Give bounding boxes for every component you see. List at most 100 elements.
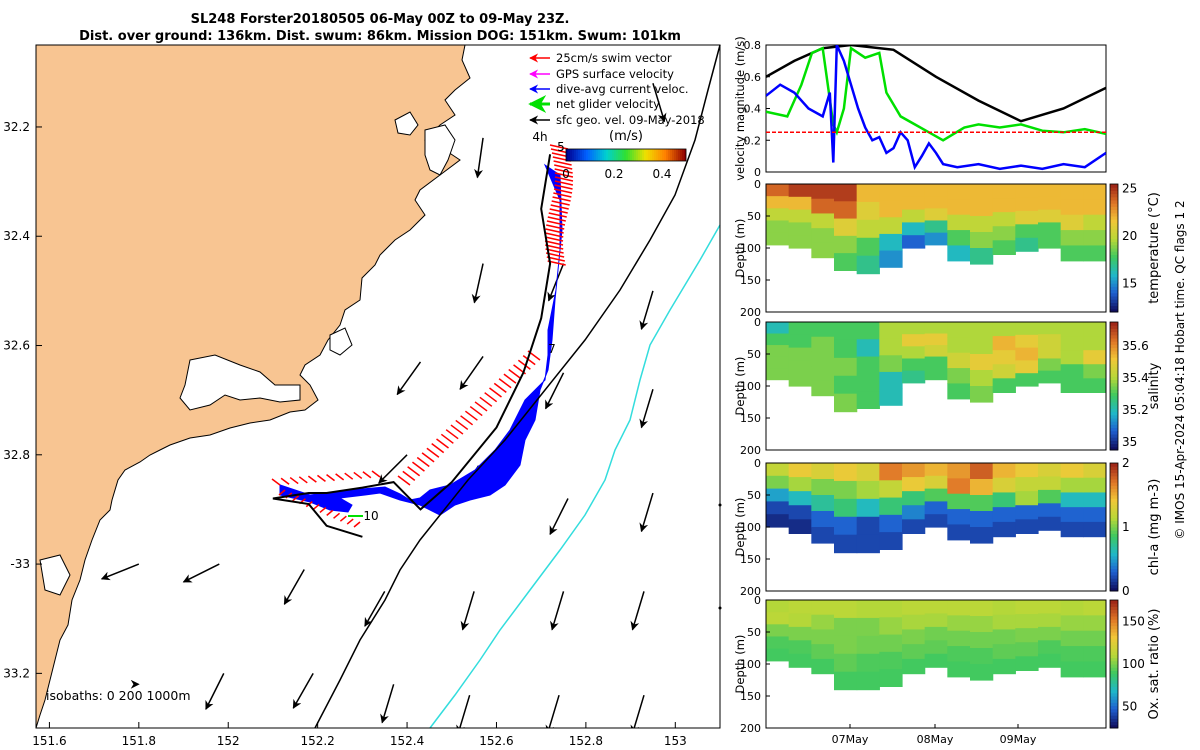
section-cell-0-2-1: [788, 209, 812, 223]
section-cell-3-2-8: [947, 630, 971, 647]
section-cell-3-3-11: [1015, 642, 1039, 657]
section-cell-2-2-1: [788, 491, 812, 506]
section-cell-0-3-3: [834, 235, 858, 254]
isobath-1000m: [429, 224, 721, 729]
section-cell-0-3-13: [1060, 230, 1084, 247]
panel-layer-2: [766, 463, 1106, 591]
section-cell-2-1-0: [766, 475, 790, 490]
map-colorbar-tick-0: 0: [562, 167, 570, 181]
geo-vector-11: [549, 498, 569, 536]
map-colorbar-cell-47: [660, 149, 663, 161]
panel-2-cbar-cell-28: [1110, 498, 1118, 502]
geo-vector-14: [182, 563, 220, 583]
panel-1-cbar-cell-36: [1110, 331, 1118, 336]
panel-0-cbar-cell-31: [1110, 209, 1118, 214]
panel-2-cbar-cell-24: [1110, 511, 1118, 515]
panel-1-cbar-cell-26: [1110, 363, 1118, 368]
swim-vector-m21: [426, 447, 440, 458]
panel-0-cbar-tick-1: 20: [1122, 229, 1137, 243]
panel-1-cbar-cell-10: [1110, 414, 1118, 419]
swim-vector-m10: [479, 396, 493, 407]
section-cell-1-0-0: [766, 322, 790, 335]
section-cell-0-1-4: [856, 201, 880, 221]
section-cell-0-2-7: [924, 208, 948, 222]
section-cell-2-3-10: [992, 507, 1016, 523]
section-cell-0-1-7: [924, 196, 948, 209]
panel-layer-1: [766, 322, 1106, 450]
map-colorbar-cell-8: [582, 149, 585, 161]
map-colorbar-cell-17: [600, 149, 603, 161]
map-colorbar-cell-19: [604, 149, 607, 161]
section-cell-1-0-11: [1015, 322, 1039, 336]
panel-3-cbar-cell-21: [1110, 657, 1118, 662]
panel-3-xtick-1: 08May: [917, 733, 954, 746]
section-cell-3-1-6: [902, 614, 926, 631]
panel-layer-0: [766, 184, 1106, 312]
geo-vector-16: [364, 591, 386, 627]
section-cell-3-4-4: [856, 671, 880, 691]
map-colorbar-cell-18: [602, 149, 605, 161]
section-cell-1-1-8: [947, 337, 971, 354]
panel-1-ytick-0: 0: [754, 316, 761, 329]
map-colorbar-cell-22: [610, 149, 613, 161]
panel-2-cbar-cell-32: [1110, 485, 1118, 490]
swim-vector-s8: [333, 512, 341, 519]
panel-0-cbar-cell-3: [1110, 299, 1118, 303]
map-colorbar-cell-53: [672, 149, 675, 161]
section-cell-2-4-8: [947, 524, 971, 541]
section-cell-1-1-2: [811, 336, 835, 353]
section-cell-0-0-0: [766, 184, 790, 197]
swim-vector-n11: [553, 188, 573, 194]
section-cell-0-2-5: [879, 217, 903, 235]
section-cell-2-3-0: [766, 501, 790, 515]
panel-0-cbar-cell-34: [1110, 200, 1118, 204]
section-cell-1-2-2: [811, 351, 835, 367]
section-cell-0-0-9: [970, 184, 994, 201]
section-cell-0-3-14: [1083, 230, 1106, 247]
panel-1-cbar-cell-2: [1110, 440, 1118, 445]
section-cell-1-3-5: [879, 371, 903, 390]
section-cell-3-1-8: [947, 615, 971, 632]
section-cell-0-3-6: [902, 222, 926, 236]
swim-vector-m19: [436, 438, 449, 449]
section-cell-1-3-8: [947, 368, 971, 385]
panel-3-cbar-cell-26: [1110, 641, 1118, 646]
panel-0-cbar-cell-33: [1110, 203, 1118, 207]
panel-2-cbar-cell-30: [1110, 491, 1118, 496]
section-cell-0-0-2: [811, 184, 835, 200]
section-cell-0-3-1: [788, 222, 812, 236]
panel-0-cbar-cell-15: [1110, 260, 1118, 265]
panel-3-cbar-label: Ox. sat. ratio (%): [1147, 609, 1162, 720]
velocity-ytick-0: 0: [754, 166, 761, 179]
section-cell-3-2-11: [1015, 628, 1039, 643]
panel-0-ytick-2: 100: [740, 242, 761, 255]
section-cell-0-4-11: [1015, 237, 1039, 252]
section-cell-3-2-1: [788, 626, 812, 641]
section-cell-3-2-12: [1038, 626, 1062, 641]
map-colorbar-cell-14: [594, 149, 597, 161]
section-cell-3-0-7: [924, 600, 948, 615]
section-cell-3-1-14: [1083, 615, 1106, 632]
section-cell-0-0-5: [879, 184, 903, 202]
section-cell-0-0-10: [992, 184, 1016, 199]
section-cell-3-4-10: [992, 658, 1016, 675]
geo-vector-2: [471, 263, 484, 304]
swim-vector-n14: [551, 200, 570, 206]
section-cell-2-1-13: [1060, 477, 1084, 494]
section-cell-3-0-6: [902, 600, 926, 616]
panel-1-cbar-cell-32: [1110, 344, 1118, 349]
panel-2-cbar-cell-13: [1110, 546, 1118, 550]
panel-1-cbar-cell-30: [1110, 350, 1118, 355]
panel-0-cbar-cell-19: [1110, 248, 1118, 252]
section-cell-0-0-6: [902, 184, 926, 198]
swim-vector-m9: [484, 392, 498, 403]
panel-0-cbar-cell-18: [1110, 251, 1118, 255]
panel-3-cbar-tick-2: 150: [1122, 614, 1145, 628]
panel-1-ytick-4: 200: [740, 444, 761, 457]
section-cell-2-0-12: [1038, 463, 1062, 478]
swim-vector-m11: [474, 401, 488, 412]
swim-vector-w3: [298, 476, 308, 484]
section-cell-2-0-7: [924, 463, 948, 477]
panel-0-cbar-cell-35: [1110, 196, 1118, 201]
section-cell-3-0-8: [947, 600, 971, 616]
